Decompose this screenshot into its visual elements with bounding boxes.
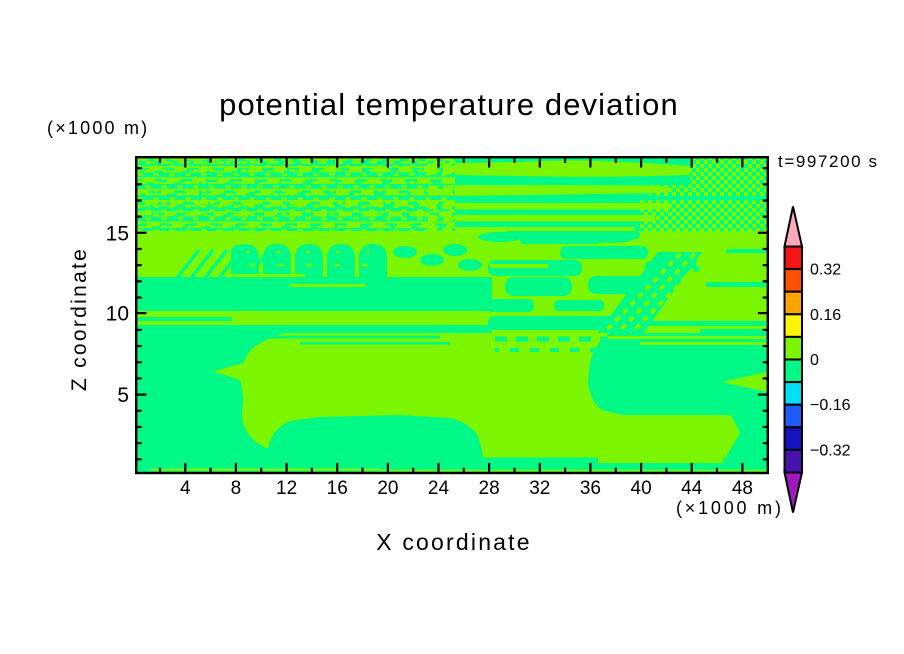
svg-text:40: 40: [631, 478, 652, 499]
svg-text:X coordinate: X coordinate: [376, 529, 532, 555]
svg-text:t=997200 s: t=997200 s: [778, 152, 879, 171]
svg-text:16: 16: [327, 478, 348, 499]
svg-text:8: 8: [231, 478, 242, 499]
svg-text:(×1000 m): (×1000 m): [676, 498, 784, 518]
svg-text:20: 20: [377, 478, 398, 499]
svg-text:48: 48: [732, 478, 753, 499]
svg-text:potential temperature deviatio: potential temperature deviation: [219, 87, 679, 122]
svg-text:5: 5: [117, 384, 129, 407]
svg-text:12: 12: [276, 478, 297, 499]
svg-text:(×1000 m): (×1000 m): [47, 118, 149, 138]
svg-text:−0.32: −0.32: [810, 442, 851, 459]
svg-text:28: 28: [479, 478, 500, 499]
svg-text:15: 15: [106, 222, 129, 245]
svg-text:0: 0: [810, 352, 819, 369]
svg-text:36: 36: [580, 478, 601, 499]
svg-text:0.32: 0.32: [810, 262, 841, 279]
svg-text:4: 4: [180, 478, 191, 499]
svg-text:32: 32: [529, 478, 550, 499]
svg-text:10: 10: [106, 303, 129, 326]
svg-text:24: 24: [428, 478, 450, 499]
svg-text:−0.16: −0.16: [810, 397, 851, 414]
svg-text:Z coordinate: Z coordinate: [68, 247, 91, 391]
svg-text:0.16: 0.16: [810, 307, 841, 324]
svg-text:44: 44: [681, 478, 703, 499]
